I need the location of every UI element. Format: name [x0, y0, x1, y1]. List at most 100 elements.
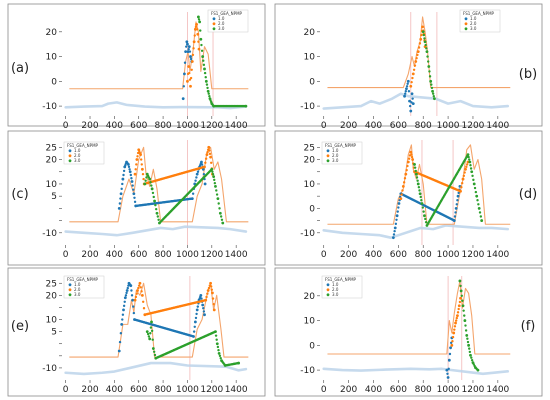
- data-point: [125, 289, 129, 292]
- data-point: [185, 45, 188, 48]
- data-point: [393, 229, 396, 233]
- data-point: [465, 163, 469, 166]
- data-point: [461, 299, 464, 302]
- legend-box: [459, 9, 501, 33]
- data-point: [140, 293, 144, 297]
- data-point: [200, 160, 203, 164]
- legend-marker: [68, 293, 72, 297]
- legend-marker: [464, 22, 468, 26]
- data-point: [447, 358, 451, 362]
- data-point: [121, 318, 124, 321]
- data-point: [427, 65, 431, 68]
- data-point: [120, 187, 123, 191]
- data-point: [199, 29, 202, 32]
- data-point: [423, 37, 426, 40]
- data-point: [145, 176, 148, 179]
- x-tick-label: 1400: [225, 250, 248, 260]
- data-point: [121, 177, 125, 181]
- data-point: [468, 347, 471, 350]
- data-point: [195, 176, 198, 179]
- data-point: [415, 57, 418, 60]
- data-point: [466, 337, 469, 340]
- x-tick-label: 1200: [200, 250, 223, 260]
- x-tick-label: 800: [415, 385, 432, 395]
- panel-letter: (d): [519, 187, 537, 202]
- data-point: [191, 53, 195, 57]
- data-point: [132, 311, 136, 315]
- data-point: [464, 167, 467, 171]
- data-point: [459, 289, 463, 293]
- legend-marker: [68, 159, 72, 163]
- legend-marker: [212, 27, 216, 31]
- data-point: [136, 289, 139, 292]
- data-point: [131, 184, 134, 187]
- data-point: [208, 149, 211, 152]
- data-point: [406, 160, 410, 164]
- data-point: [471, 174, 474, 178]
- data-point: [195, 28, 199, 31]
- data-point: [466, 340, 470, 344]
- data-point: [208, 94, 211, 98]
- data-point: [196, 32, 200, 36]
- data-point: [187, 45, 191, 49]
- data-point: [131, 298, 135, 302]
- data-point: [401, 189, 404, 192]
- data-point: [456, 194, 460, 198]
- series-1-0: [117, 281, 206, 353]
- data-point: [204, 161, 207, 164]
- data-point: [127, 165, 131, 169]
- data-point: [150, 320, 153, 324]
- data-point: [456, 311, 460, 314]
- y-tick-label: 0: [309, 341, 315, 351]
- series-3-0: [143, 167, 225, 225]
- data-point: [403, 177, 407, 180]
- data-point: [463, 319, 467, 322]
- y-tick-label: 10: [46, 316, 58, 326]
- data-point: [202, 59, 205, 62]
- data-point: [468, 350, 472, 354]
- data-point: [473, 186, 477, 190]
- x-tick-label: 1000: [176, 250, 199, 260]
- data-point: [463, 314, 466, 317]
- data-point: [454, 206, 458, 210]
- y-tick-label: 20: [304, 156, 316, 166]
- data-point: [145, 330, 149, 334]
- data-point: [149, 181, 152, 184]
- data-point: [416, 179, 419, 182]
- data-point: [184, 50, 188, 54]
- data-point: [425, 47, 428, 50]
- data-point: [218, 354, 222, 358]
- legend-box: [63, 141, 105, 165]
- data-point: [469, 353, 472, 357]
- data-point: [415, 176, 419, 179]
- data-point: [212, 308, 216, 312]
- data-point: [212, 175, 216, 179]
- x-tick-label: 800: [154, 385, 171, 395]
- x-tick-label: 200: [81, 121, 98, 131]
- legend-label: 3.0: [332, 158, 339, 163]
- background-series-line: [64, 361, 248, 376]
- data-point: [188, 78, 192, 81]
- data-point: [188, 50, 192, 53]
- data-point: [419, 37, 423, 41]
- panel-letter: (b): [519, 67, 537, 82]
- data-point: [424, 43, 427, 47]
- data-point: [394, 222, 398, 226]
- y-tick-label: 25: [46, 279, 57, 289]
- y-tick-label: 25: [304, 143, 315, 153]
- data-point: [221, 221, 225, 225]
- data-point: [391, 236, 395, 240]
- data-point: [467, 343, 471, 347]
- legend-title: FS1_GEA_NPMP: [325, 277, 357, 282]
- y-tick-label: -10: [300, 102, 315, 112]
- data-point: [200, 163, 204, 166]
- data-point: [156, 215, 160, 218]
- legend-label: 2.0: [332, 287, 339, 292]
- x-tick-label: 1000: [437, 250, 460, 260]
- data-point: [431, 89, 434, 93]
- data-point: [217, 202, 220, 205]
- data-point: [194, 179, 197, 182]
- data-point: [130, 177, 133, 180]
- data-point: [144, 179, 147, 182]
